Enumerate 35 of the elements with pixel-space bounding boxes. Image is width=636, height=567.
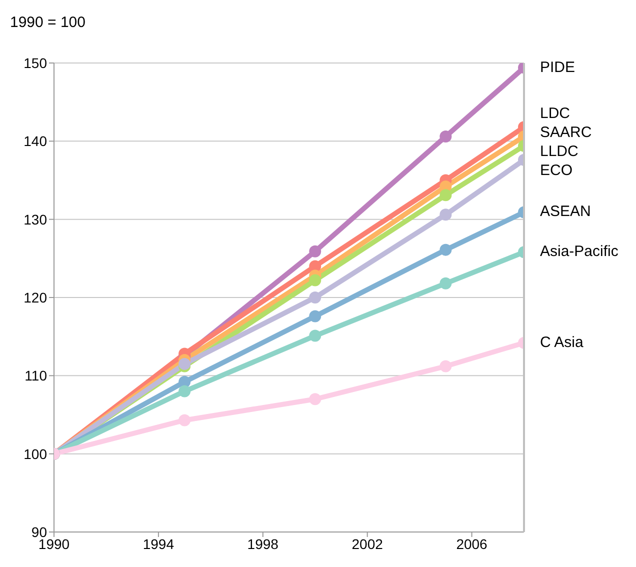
y-axis-title: 1990 = 100 <box>10 14 86 31</box>
point <box>309 274 322 286</box>
point <box>440 208 452 221</box>
point <box>309 330 322 342</box>
point <box>178 358 191 370</box>
y-tick-label: 140 <box>24 133 48 150</box>
series-label: SAARC <box>540 124 592 142</box>
y-tick-label: 130 <box>24 211 48 228</box>
point <box>178 414 191 426</box>
series-label: ECO <box>540 162 573 180</box>
point <box>440 360 452 372</box>
point <box>178 385 191 398</box>
point <box>309 245 322 258</box>
point <box>440 130 452 142</box>
x-tick-label: 1998 <box>247 536 279 552</box>
series-label: Asia-Pacific <box>540 243 618 262</box>
point <box>309 310 322 322</box>
x-tick-label: 2002 <box>352 536 384 552</box>
x-tick-label: 2006 <box>456 536 488 552</box>
point <box>440 277 452 290</box>
x-tick-label: 1994 <box>142 536 174 552</box>
y-tick-label: 150 <box>24 54 48 71</box>
point <box>309 292 322 304</box>
y-tick-label: 110 <box>24 368 48 384</box>
series-label: PIDE <box>540 58 576 77</box>
point <box>309 393 322 406</box>
series-label: C Asia <box>540 334 584 352</box>
point <box>440 189 452 202</box>
point <box>440 244 452 256</box>
y-tick-label: 100 <box>24 446 48 462</box>
y-tick-label: 120 <box>24 289 48 306</box>
y-tick-label: 90 <box>31 524 48 540</box>
series-label: ASEAN <box>540 203 591 222</box>
series-label: LDC <box>540 104 570 123</box>
series-label: LLDC <box>540 142 578 161</box>
